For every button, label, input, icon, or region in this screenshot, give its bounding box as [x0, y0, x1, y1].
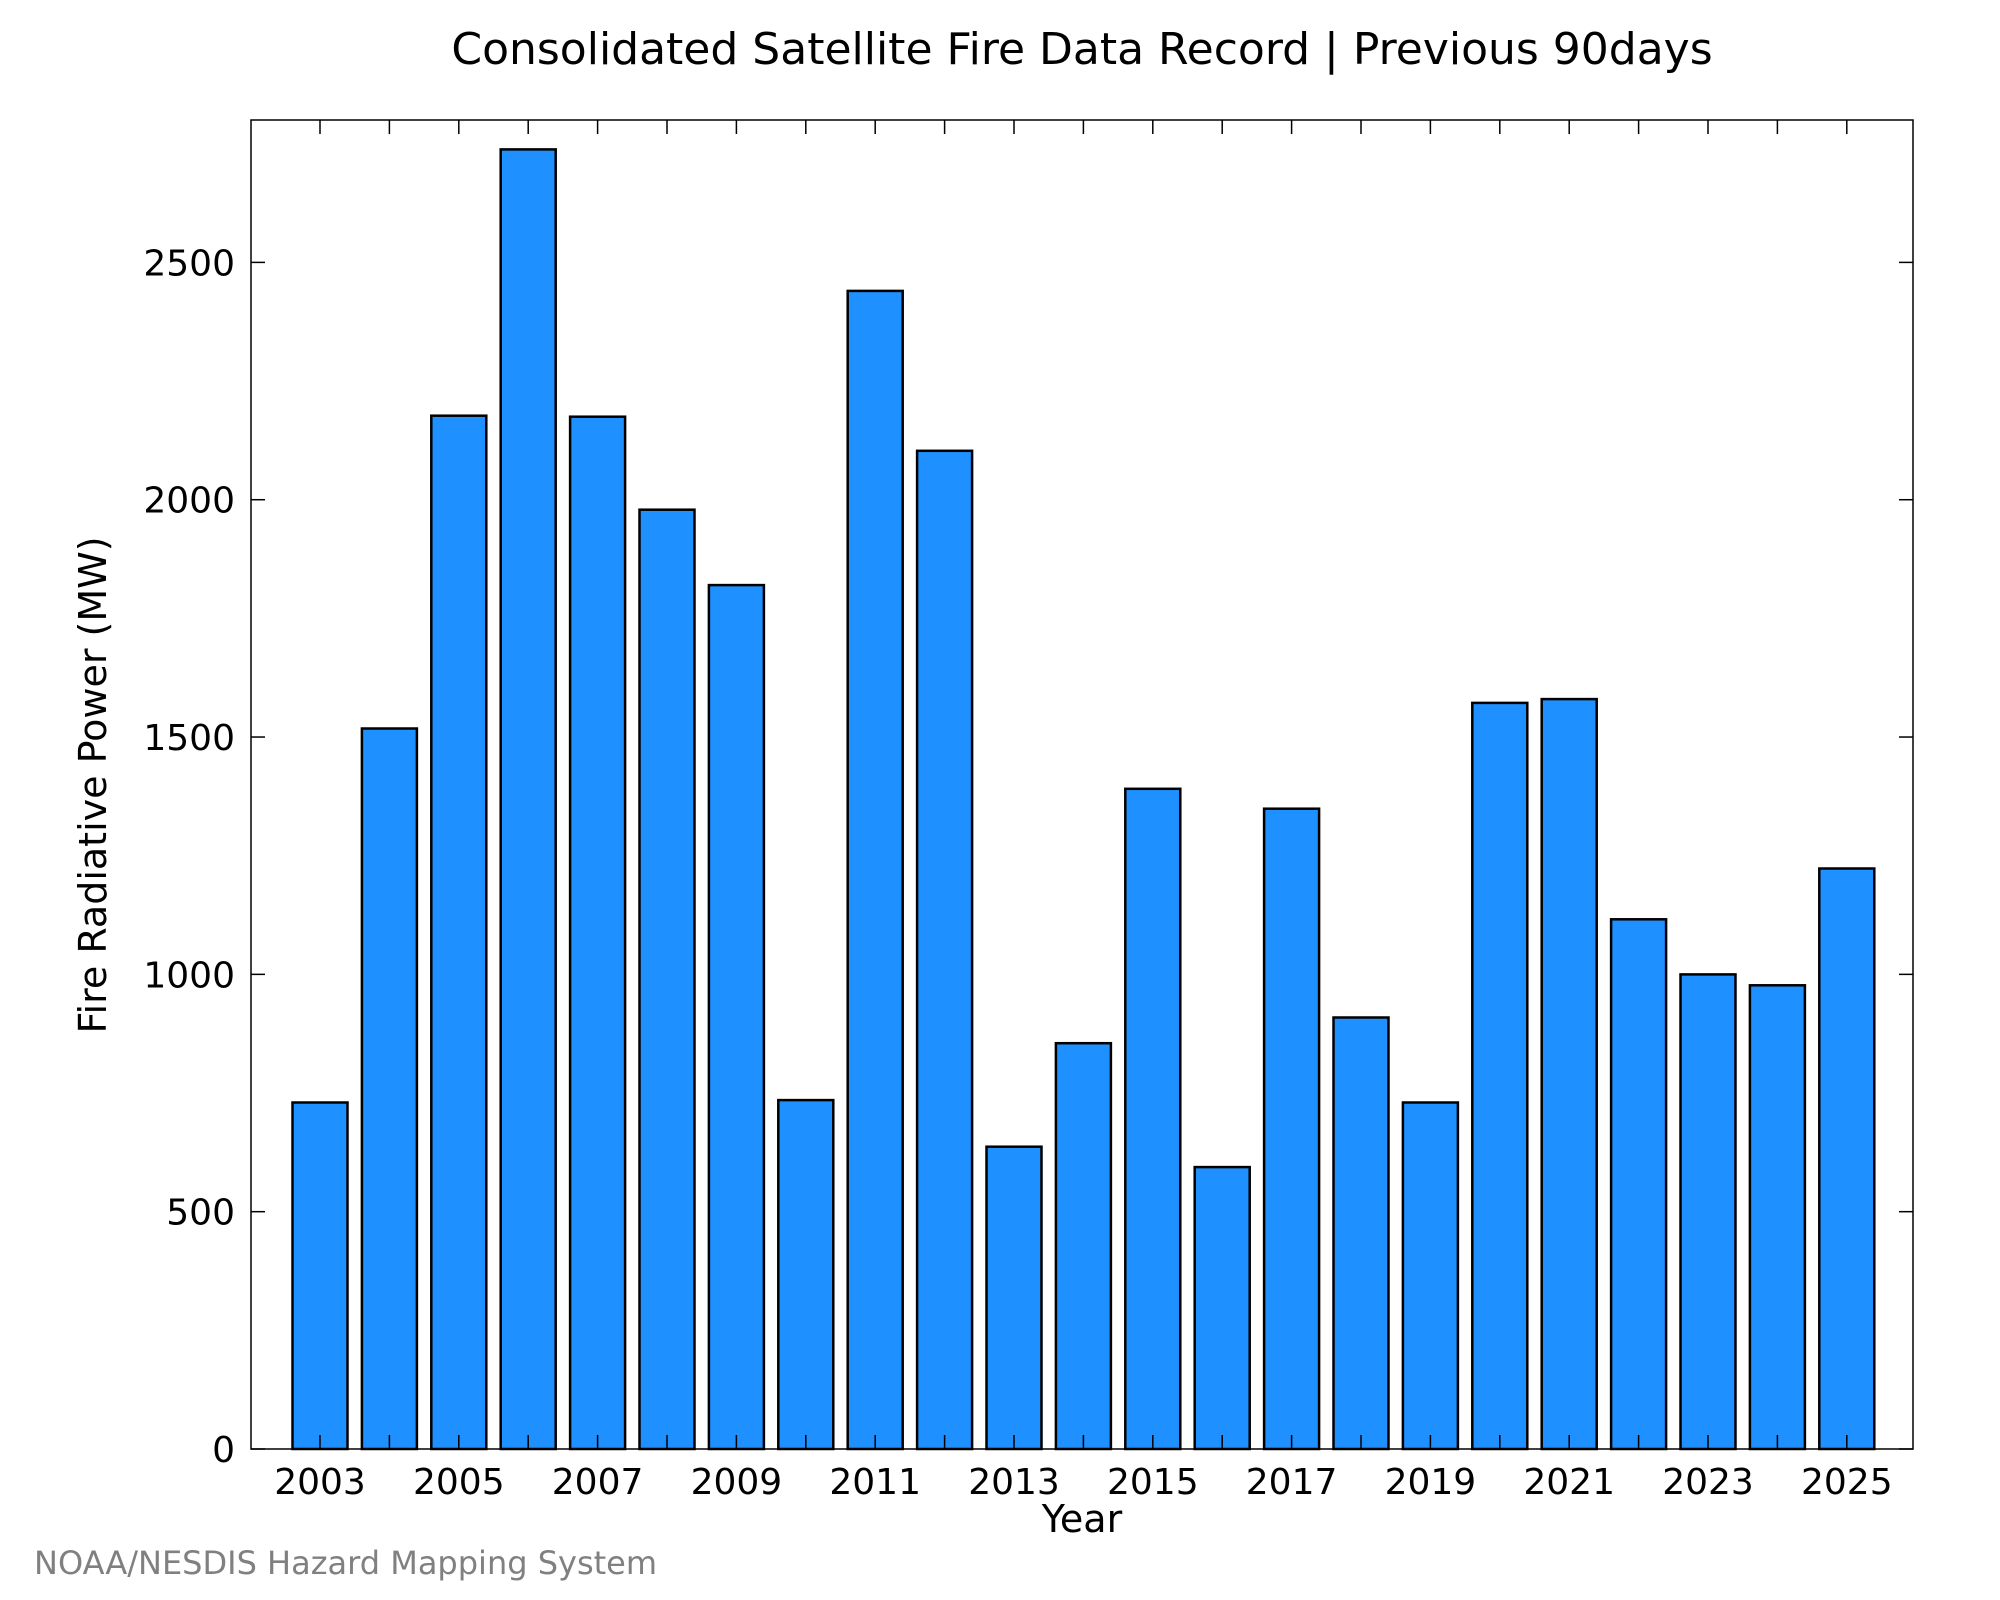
- bars-layer: [291, 148, 1876, 1451]
- bar-2013: [985, 1145, 1043, 1451]
- x-tick-label-2019: 2019: [1385, 1462, 1477, 1503]
- bar-2021: [1540, 697, 1598, 1451]
- bar-2009: [707, 583, 766, 1451]
- bar-2010: [777, 1098, 835, 1451]
- x-tick-label-2003: 2003: [274, 1462, 366, 1503]
- x-tick-label-2009: 2009: [691, 1462, 783, 1503]
- bar-2005: [430, 414, 488, 1451]
- bar-2022: [1609, 918, 1668, 1451]
- x-tick-label-2023: 2023: [1662, 1462, 1754, 1503]
- ticks-layer: 2003 2005 2007 2009 2011 2013 2015 2017 2019 2021…: [143, 120, 1913, 1503]
- bar-2025: [1818, 867, 1876, 1451]
- bar-2003: [291, 1101, 349, 1451]
- x-axis-label: Year: [1041, 1497, 1123, 1541]
- bar-2008: [638, 508, 696, 1451]
- x-tick-label-2005: 2005: [413, 1462, 505, 1503]
- bar-2016: [1193, 1165, 1251, 1451]
- bar-2017: [1262, 807, 1321, 1451]
- credit-text: NOAA/NESDIS Hazard Mapping System: [34, 1544, 657, 1582]
- y-tick-label-500: 500: [166, 1193, 235, 1234]
- bar-2006: [499, 148, 557, 1451]
- x-tick-label-2017: 2017: [1246, 1462, 1338, 1503]
- y-axis-label: Fire Radiative Power (MW): [71, 536, 115, 1033]
- bar-2012: [915, 449, 974, 1451]
- x-tick-label-2025: 2025: [1801, 1462, 1893, 1503]
- plot-frame: [250, 119, 1914, 1450]
- y-tick-label-1500: 1500: [143, 718, 235, 759]
- bar-2004: [360, 727, 419, 1451]
- y-tick-label-2000: 2000: [143, 481, 235, 522]
- bar-2007: [568, 415, 627, 1451]
- x-tick-label-2011: 2011: [829, 1462, 921, 1503]
- x-tick-label-2013: 2013: [968, 1462, 1060, 1503]
- x-tick-label-2021: 2021: [1523, 1462, 1615, 1503]
- bar-2023: [1679, 973, 1737, 1451]
- chart-title: Consolidated Satellite Fire Data Record …: [451, 24, 1712, 75]
- bar-2019: [1401, 1101, 1460, 1451]
- bar-2014: [1054, 1041, 1113, 1451]
- bar-2018: [1332, 1016, 1390, 1451]
- bar-2020: [1471, 701, 1529, 1451]
- x-tick-label-2015: 2015: [1107, 1462, 1199, 1503]
- bar-2024: [1748, 984, 1807, 1451]
- y-tick-label-1000: 1000: [143, 955, 235, 996]
- y-tick-label-2500: 2500: [143, 243, 235, 284]
- bar-2011: [846, 289, 904, 1451]
- bar-2015: [1124, 787, 1182, 1451]
- y-tick-label-0: 0: [212, 1430, 235, 1471]
- x-tick-label-2007: 2007: [552, 1462, 644, 1503]
